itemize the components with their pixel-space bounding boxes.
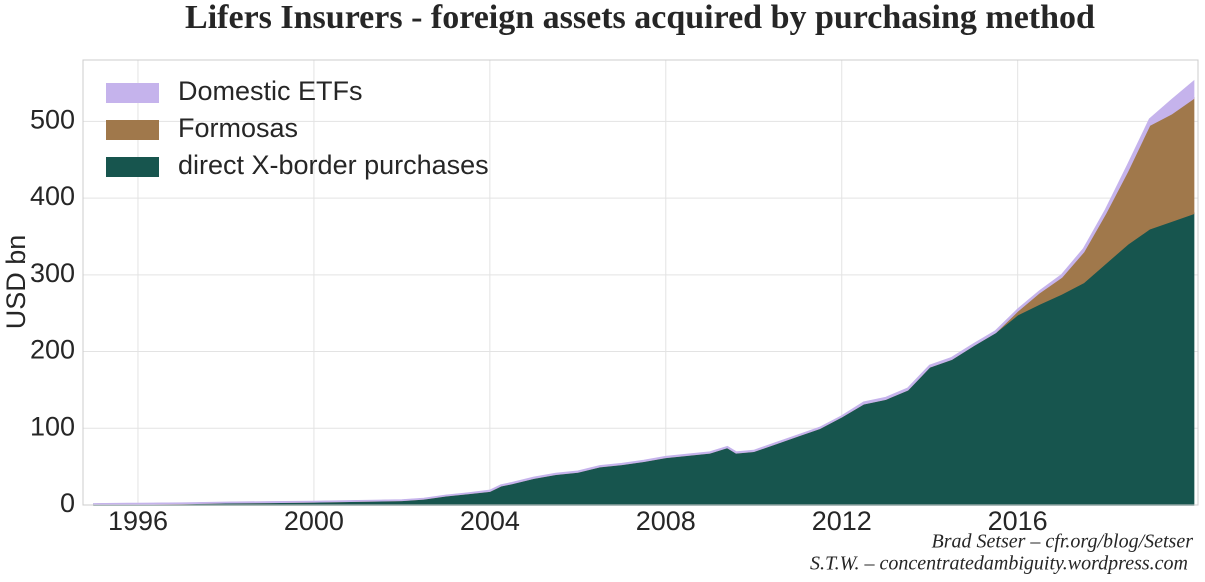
- area: [93, 79, 1195, 505]
- x-tick-label: 2012: [812, 506, 872, 536]
- legend-swatch: [106, 83, 159, 103]
- x-tick-label: 1996: [108, 506, 168, 536]
- legend-swatch: [106, 157, 159, 177]
- legend-label: Domestic ETFs: [178, 76, 363, 106]
- annotation: Brad Setser – cfr.org/blog/Setser: [932, 531, 1194, 553]
- y-tick-label: 0: [60, 488, 75, 518]
- x-tick-label: 2004: [460, 506, 520, 536]
- legend-label: direct X-border purchases: [178, 150, 489, 180]
- legend-label: Formosas: [178, 113, 298, 143]
- x-tick-label: 2000: [284, 506, 344, 536]
- y-tick-label: 400: [30, 181, 75, 211]
- x-tick-label: 2008: [636, 506, 696, 536]
- chart-title: Lifers Insurers - foreign assets acquire…: [185, 0, 1095, 36]
- y-axis-label: USD bn: [1, 235, 31, 330]
- legend: Domestic ETFs Formosas direct X-border pur…: [106, 76, 489, 180]
- y-tick-label: 300: [30, 258, 75, 288]
- y-tick-label: 200: [30, 335, 75, 365]
- plot-border: [82, 59, 1199, 506]
- y-tick-label: 100: [30, 411, 75, 441]
- x-tick-label: 2016: [988, 506, 1048, 536]
- annotation: S.T.W. – concentratedambiguity.wordpress…: [810, 553, 1188, 575]
- legend-swatch: [106, 120, 159, 140]
- y-tick-label: 500: [30, 105, 75, 135]
